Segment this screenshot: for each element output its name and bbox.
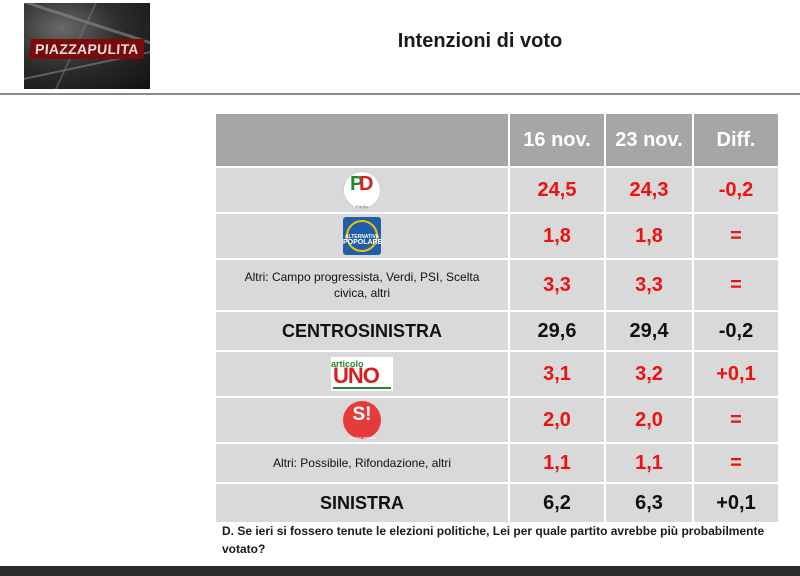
value-23-nov: 1,1 — [604, 442, 694, 484]
value-diff: = — [692, 396, 780, 444]
table-row-articolo-uno: articolo UNO 3,1 3,2 +0,1 — [214, 350, 780, 398]
row-label: SINISTRA — [214, 482, 510, 524]
row-label: Altri: Possibile, Rifondazione, altri — [214, 442, 510, 484]
value-16-nov: 1,8 — [508, 212, 606, 260]
value-diff: +0,1 — [692, 482, 780, 524]
pd-logo: P D Partito Democratico — [343, 171, 381, 225]
row-label: Altri: Campo progressista, Verdi, PSI, S… — [214, 258, 510, 312]
header-diff: Diff. — [692, 112, 780, 168]
value-16-nov: 3,3 — [508, 258, 606, 312]
bottom-bar — [0, 566, 800, 576]
ap-logo-cell: ALTERNATIVA POPOLARE — [214, 212, 510, 260]
row-label: CENTROSINISTRA — [214, 310, 510, 352]
value-16-nov: 6,2 — [508, 482, 606, 524]
value-23-nov: 29,4 — [604, 310, 694, 352]
value-23-nov: 1,8 — [604, 212, 694, 260]
voting-intentions-table: 16 nov. 23 nov. Diff. P D Partito Democr… — [214, 112, 780, 524]
pd-logo-cell: P D Partito Democratico — [214, 166, 510, 225]
value-diff: = — [692, 212, 780, 260]
table-row-pd: P D Partito Democratico 24,5 24,3 -0,2 — [214, 166, 780, 225]
table-row-sinistra-total: SINISTRA 6,2 6,3 +0,1 — [214, 482, 780, 524]
table-row-altri-sinistra: Altri: Possibile, Rifondazione, altri 1,… — [214, 442, 780, 484]
value-diff: -0,2 — [692, 166, 780, 214]
table-row-sinistra-italiana: S! Sinistra Italiana 2,0 2,0 = — [214, 396, 780, 444]
header-16-nov: 16 nov. — [508, 112, 606, 168]
table-row-altri-centrosinistra: Altri: Campo progressista, Verdi, PSI, S… — [214, 258, 780, 312]
value-16-nov: 3,1 — [508, 350, 606, 398]
value-16-nov: 29,6 — [508, 310, 606, 352]
value-23-nov: 24,3 — [604, 166, 694, 214]
sinistra-italiana-logo: S! Sinistra Italiana — [343, 401, 381, 440]
value-23-nov: 3,3 — [604, 258, 694, 312]
value-16-nov: 24,5 — [508, 166, 606, 214]
table-row-centrosinistra-total: CENTROSINISTRA 29,6 29,4 -0,2 — [214, 310, 780, 352]
value-16-nov: 1,1 — [508, 442, 606, 484]
piazzapulita-logo: PIAZZAPULITA — [24, 3, 150, 89]
sinistra-italiana-logo-cell: S! Sinistra Italiana — [214, 396, 510, 444]
value-diff: = — [692, 442, 780, 484]
alternativa-popolare-logo: ALTERNATIVA POPOLARE — [343, 217, 382, 255]
table-row-ap: ALTERNATIVA POPOLARE 1,8 1,8 = — [214, 212, 780, 260]
value-23-nov: 6,3 — [604, 482, 694, 524]
survey-question-footnote: D. Se ieri si fossero tenute le elezioni… — [222, 524, 765, 556]
page-title: Intenzioni di voto — [397, 30, 563, 52]
value-diff: +0,1 — [692, 350, 780, 398]
header-party — [214, 112, 510, 168]
value-23-nov: 2,0 — [604, 396, 694, 444]
value-16-nov: 2,0 — [508, 396, 606, 444]
value-23-nov: 3,2 — [604, 350, 694, 398]
header-divider — [0, 93, 800, 95]
header-23-nov: 23 nov. — [604, 112, 694, 168]
value-diff: = — [692, 258, 780, 312]
table-header-row: 16 nov. 23 nov. Diff. — [214, 112, 780, 168]
articolo-uno-logo-cell: articolo UNO — [214, 350, 510, 398]
logo-text: PIAZZAPULITA — [29, 39, 145, 59]
articolo-uno-logo: articolo UNO — [331, 357, 393, 391]
value-diff: -0,2 — [692, 310, 780, 352]
